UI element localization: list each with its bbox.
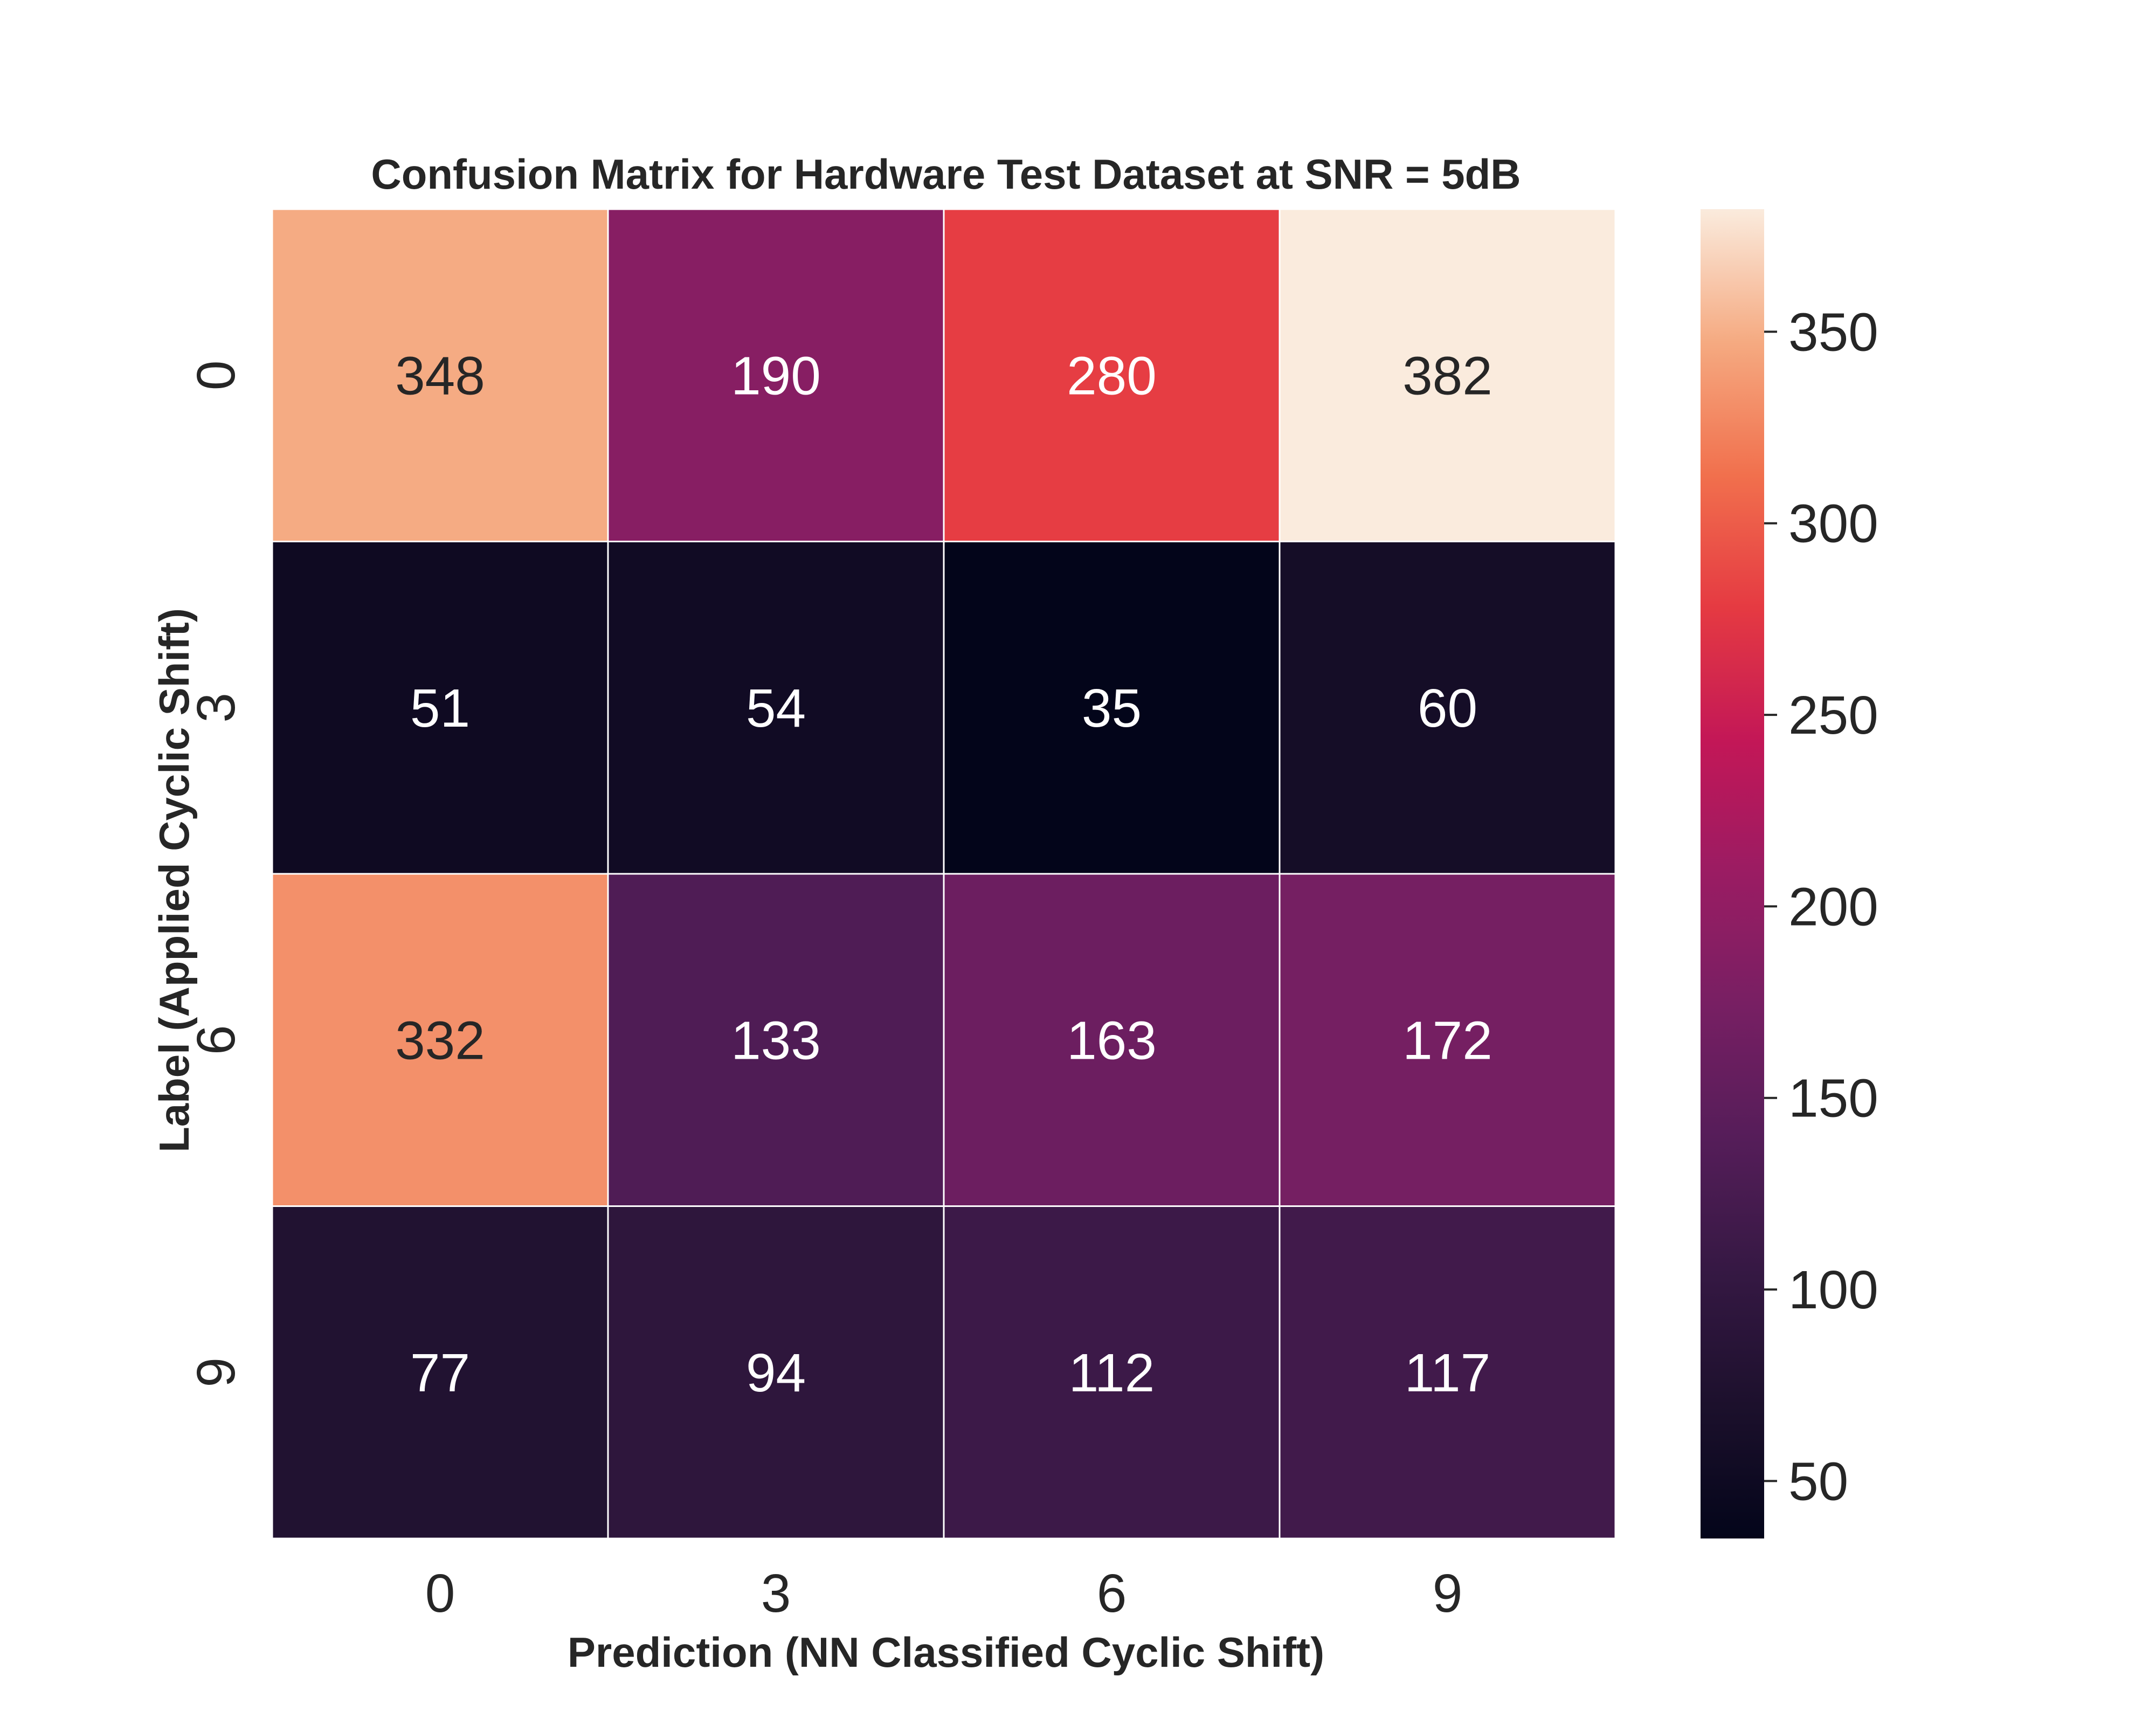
cell-value-label: 51: [410, 678, 470, 739]
y-tick-label: 0: [186, 360, 246, 390]
heatmap-cell: [271, 208, 609, 542]
cell-value-label: 172: [1402, 1010, 1492, 1071]
heatmap-cells: 348 190 280 382 51 54 35 60 332 133 163 172 77 94 112 1…: [271, 208, 1616, 1540]
x-tick-label: 0: [425, 1563, 455, 1624]
heatmap-cell: [607, 208, 945, 542]
colorbar-ticks: 50 100 150 200 250 300 350: [1764, 302, 1878, 1512]
x-tick-labels: 0 3 6 9: [425, 1563, 1463, 1624]
cell-value-label: 77: [410, 1343, 470, 1403]
y-tick-labels: 0 3 6 9: [186, 360, 246, 1387]
cell-value-label: 190: [731, 346, 821, 406]
cell-value-label: 280: [1067, 346, 1157, 406]
colorbar-tick-label: 150: [1788, 1068, 1878, 1129]
cell-value-label: 382: [1402, 346, 1492, 406]
heatmap-cell: [607, 873, 945, 1207]
x-axis-label: Prediction (NN Classified Cyclic Shift): [568, 1629, 1324, 1676]
cell-value-label: 163: [1067, 1010, 1157, 1071]
chart-title: Confusion Matrix for Hardware Test Datas…: [371, 150, 1521, 198]
cell-value-label: 60: [1418, 678, 1477, 739]
cell-value-label: 54: [746, 678, 806, 739]
heatmap-cell: [271, 1205, 609, 1540]
x-tick-label: 9: [1433, 1563, 1463, 1624]
cell-value-label: 332: [395, 1010, 485, 1071]
y-tick-label: 3: [186, 693, 246, 723]
colorbar-tick-label: 250: [1788, 685, 1878, 746]
heatmap-cell: [943, 541, 1281, 875]
colorbar-tick-label: 200: [1788, 877, 1878, 937]
heatmap-cell: [943, 208, 1281, 542]
heatmap-cell: [1279, 541, 1616, 875]
y-tick-label: 9: [186, 1357, 246, 1388]
heatmap-cell: [271, 541, 609, 875]
heatmap-cell: [1279, 208, 1616, 542]
heatmap-cell: [943, 1205, 1281, 1540]
colorbar: [1701, 209, 1764, 1538]
cell-value-label: 348: [395, 346, 485, 406]
x-tick-label: 3: [761, 1563, 791, 1624]
heatmap-cell: [607, 541, 945, 875]
cell-value-label: 94: [746, 1343, 806, 1403]
y-axis-label: Label (Applied Cyclic Shift): [150, 608, 198, 1153]
colorbar-tick-label: 350: [1788, 302, 1878, 362]
colorbar-tick-label: 50: [1788, 1451, 1848, 1512]
cell-value-label: 117: [1405, 1343, 1490, 1403]
colorbar-tick-label: 300: [1788, 494, 1878, 554]
x-tick-label: 6: [1097, 1563, 1127, 1624]
heatmap-cell: [607, 1205, 945, 1540]
cell-value-label: 112: [1069, 1343, 1155, 1403]
heatmap-cell: [1279, 1205, 1616, 1540]
colorbar-tick-label: 100: [1788, 1260, 1878, 1320]
y-tick-label: 6: [186, 1025, 246, 1055]
cell-value-label: 133: [731, 1010, 821, 1071]
heatmap-cell: [1279, 873, 1616, 1207]
cell-value-label: 35: [1082, 678, 1142, 739]
